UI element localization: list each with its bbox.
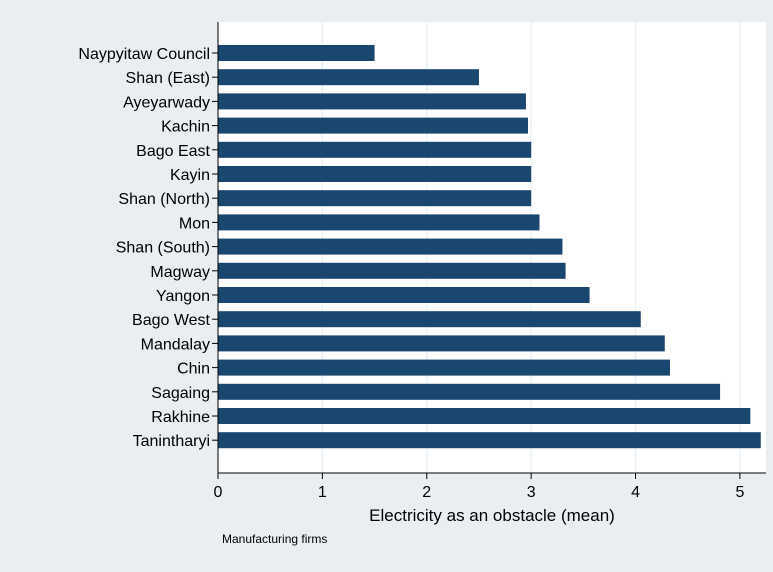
y-tick-label: Mon [179,215,210,232]
x-tick-label: 4 [631,484,640,501]
axes [217,22,766,474]
bar [218,262,566,279]
y-axis-labels: Naypyitaw Council Shan (East) Ayeyarwady Ka… [78,46,218,450]
y-tick-label: Chin [177,361,210,378]
bar [218,214,540,231]
bars [218,45,761,449]
x-tick-label: 1 [318,484,327,501]
x-tick-label: 0 [214,484,223,501]
bar [218,383,721,400]
y-tick-label: Shan (North) [118,191,210,208]
y-tick-label: Rakhine [151,409,210,426]
y-tick-label: Tanintharyi [133,433,210,450]
y-tick-label: Bago East [136,143,210,160]
bar [218,238,563,255]
x-tick-label: 2 [422,484,431,501]
y-tick-label: Shan (South) [116,240,210,257]
bar [218,190,532,207]
bar [218,311,641,328]
bar [218,335,665,352]
y-tick-label: Kachin [161,119,210,136]
bar [218,408,751,424]
y-tick-label: Ayeyarwady [123,94,210,111]
y-tick-label: Bago West [132,312,211,329]
bar [218,432,761,449]
bar [218,359,670,376]
x-axis-ticks: 0 1 2 3 4 5 [214,473,744,501]
x-axis-title: Electricity as an obstacle (mean) [369,506,615,525]
bar [218,45,375,61]
chart-note: Manufacturing firms [222,532,327,546]
y-tick-label: Yangon [156,288,210,305]
x-tick-label: 5 [735,484,744,501]
y-tick-label: Sagaing [151,385,210,402]
bar [218,69,479,86]
y-tick-label: Shan (East) [126,70,210,87]
y-tick-label: Kayin [170,167,210,184]
y-tick-label: Naypyitaw Council [78,46,210,63]
y-tick-label: Magway [150,264,210,281]
bar [218,287,590,303]
bar [218,141,532,158]
x-tick-label: 3 [527,484,536,501]
bar [218,166,532,182]
bar [218,93,526,110]
bar [218,117,529,134]
y-tick-label: Mandalay [141,336,210,353]
